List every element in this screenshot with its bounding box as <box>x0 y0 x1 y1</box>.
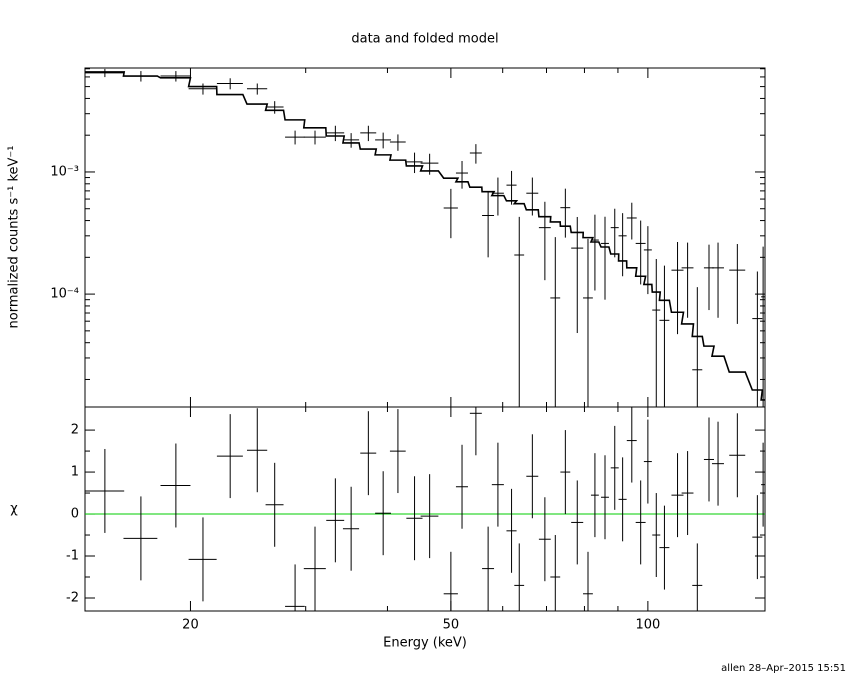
chart-title: data and folded model <box>351 32 498 47</box>
x-tick-label: 100 <box>635 618 660 633</box>
x-tick-label: 50 <box>443 618 460 633</box>
x-axis-label: Energy (keV) <box>383 636 467 651</box>
y-tick-label: 1 <box>71 465 79 480</box>
y-tick-label: 10⁻⁴ <box>50 287 79 302</box>
y-tick-label: -2 <box>66 590 79 605</box>
y-axis-label: χ <box>10 502 18 517</box>
footer: allen 28–Apr–2015 15:51 <box>721 663 846 674</box>
y-axis-label: normalized counts s⁻¹ keV⁻¹ <box>7 146 22 329</box>
plot-frame <box>84 406 766 612</box>
model-line <box>85 71 765 401</box>
x-tick-label: 20 <box>182 618 199 633</box>
data-layer <box>85 407 765 611</box>
y-tick-label: -1 <box>66 549 79 564</box>
data-layer <box>85 68 765 407</box>
y-tick-label: 2 <box>71 423 79 438</box>
y-tick-label: 0 <box>71 507 79 522</box>
y-tick-label: 10⁻³ <box>50 164 79 179</box>
